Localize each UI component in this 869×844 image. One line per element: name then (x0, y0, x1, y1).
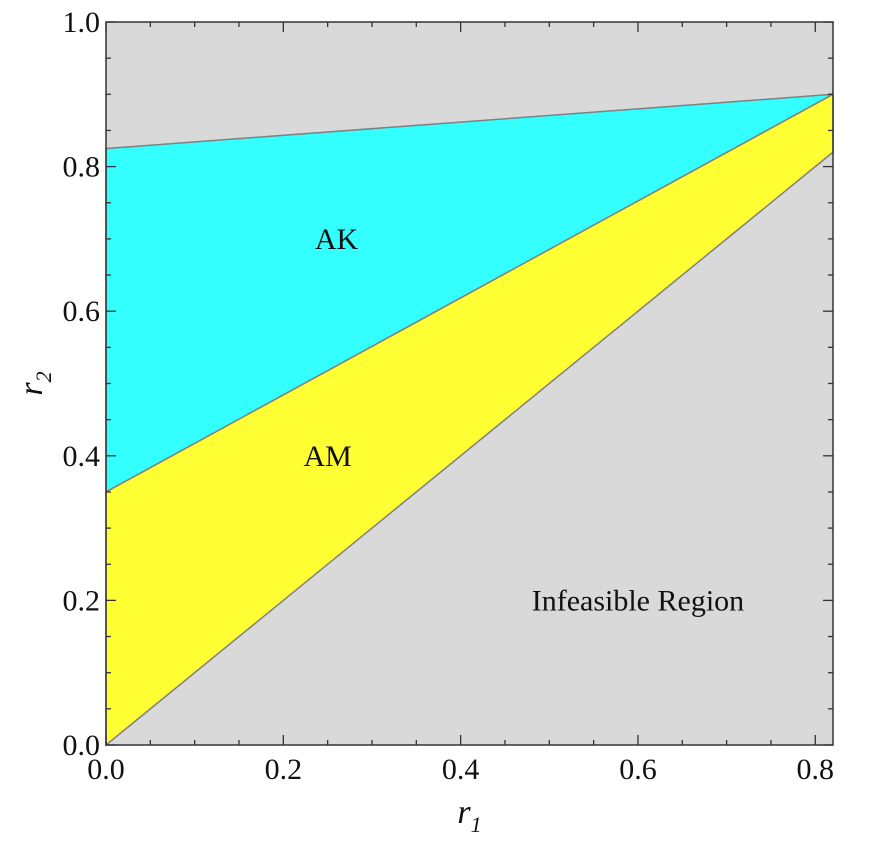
svg-text:r2: r2 (13, 371, 56, 395)
tick-labels-layer: 0.0 0.2 0.4 0.6 0.8 0.0 0.2 0.4 0.6 0.8 1.0 (63, 6, 835, 786)
y-tick-label: 0.6 (63, 295, 101, 328)
y-axis-title: r2 (13, 371, 56, 395)
y-tick-label: 1.0 (63, 6, 101, 39)
ticks-layer (105, 21, 833, 746)
y-tick-label: 0.2 (63, 584, 101, 617)
y-tick-label: 0.8 (63, 151, 101, 184)
region-label-am: AM (303, 440, 351, 473)
x-tick-label: 0.4 (442, 753, 480, 786)
x-axis-title: r1 (457, 794, 481, 837)
region-label-infeasible-region: Infeasible Region (532, 584, 744, 617)
y-tick-label: 0.4 (63, 440, 101, 473)
region-label-ak: AK (315, 223, 359, 256)
x-tick-label: 0.0 (87, 753, 125, 786)
region-labels-layer: AK AM Infeasible Region (303, 223, 744, 618)
y-tick-label: 0.0 (63, 729, 101, 762)
x-tick-label: 0.2 (265, 753, 303, 786)
x-tick-label: 0.6 (619, 753, 657, 786)
x-tick-label: 0.8 (797, 753, 835, 786)
